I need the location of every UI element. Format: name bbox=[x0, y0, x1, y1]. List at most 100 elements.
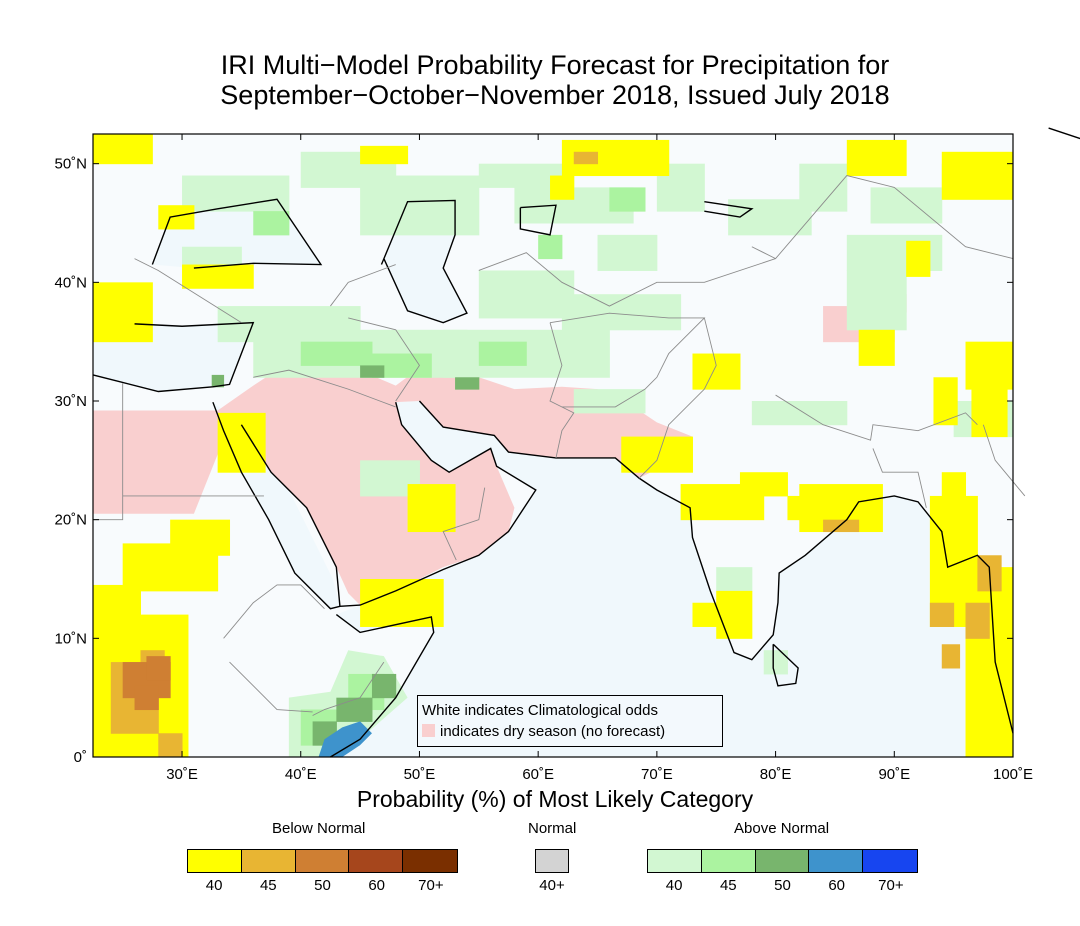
indian-ocean bbox=[330, 401, 1014, 757]
colorbar-swatch bbox=[403, 850, 457, 872]
baikal-coastline bbox=[1048, 127, 1080, 140]
lon-tick-label: 50˚E bbox=[404, 766, 436, 783]
country-border bbox=[229, 661, 313, 713]
above-normal-40-cell bbox=[597, 234, 658, 271]
map-inset-legend: White indicates Climatological odds indi… bbox=[417, 695, 723, 747]
colorbar-tick-label: 70+ bbox=[418, 877, 444, 894]
sri-lanka-coastline bbox=[772, 643, 799, 687]
below-normal-45-cell bbox=[573, 151, 599, 165]
below-normal-40-cell bbox=[971, 365, 1008, 438]
above-normal-45-cell bbox=[478, 341, 527, 366]
below-normal-label: Below Normal bbox=[272, 820, 366, 837]
below-normal-40-cell bbox=[739, 472, 788, 497]
below-normal-40-cell bbox=[407, 484, 456, 533]
colorbar-swatch bbox=[295, 850, 350, 872]
colorbar-swatch bbox=[809, 850, 864, 872]
colorbar-tick-label: 50 bbox=[774, 877, 791, 894]
above-normal-40-cell bbox=[846, 270, 907, 331]
above-normal-40-cell bbox=[799, 163, 848, 212]
lon-tick-label: 90˚E bbox=[878, 766, 910, 783]
above-normal-40-cell bbox=[478, 270, 575, 319]
above-normal-40-cell bbox=[716, 567, 753, 592]
below-normal-40-cell bbox=[941, 472, 967, 509]
aral-sea-coastline bbox=[519, 204, 557, 236]
country-border bbox=[330, 264, 396, 307]
country-border bbox=[223, 584, 325, 639]
colorbar-swatch bbox=[241, 850, 296, 872]
colorbar-tick-label: 40 bbox=[665, 877, 683, 894]
below-normal-40-cell bbox=[858, 329, 895, 366]
below-normal-40-cell bbox=[692, 353, 741, 390]
map-title-line-1: IRI Multi−Model Probability Forecast for… bbox=[220, 50, 890, 80]
below-normal-40-cell bbox=[846, 139, 907, 177]
normal-colorbar bbox=[535, 849, 569, 873]
below-normal-40-cell bbox=[906, 240, 931, 277]
lon-tick-label: 30˚E bbox=[166, 766, 198, 783]
below-normal-40-cell bbox=[158, 205, 195, 230]
above-normal-50-cell bbox=[360, 365, 385, 378]
colorbar-swatch bbox=[863, 850, 917, 872]
above-normal-50-cell bbox=[336, 697, 373, 722]
colorbar-swatch bbox=[188, 850, 242, 872]
lon-tick-label: 60˚E bbox=[522, 766, 554, 783]
colorbar-tick-label: 60 bbox=[828, 877, 846, 894]
below-normal-colorbar bbox=[187, 849, 458, 873]
country-border bbox=[478, 252, 776, 307]
south-asia-coastline bbox=[418, 400, 1014, 734]
below-normal-40-cell bbox=[360, 145, 409, 165]
below-normal-40-cell bbox=[787, 495, 812, 521]
country-border bbox=[751, 175, 1014, 260]
somalia-coastline bbox=[330, 614, 435, 758]
colorbar-tick-label: 60 bbox=[368, 877, 386, 894]
lat-tick-label: 40˚N bbox=[54, 274, 87, 291]
below-normal-40-cell bbox=[182, 264, 254, 289]
lat-tick-label: 10˚N bbox=[54, 630, 87, 647]
lat-tick-label: 30˚N bbox=[54, 393, 87, 410]
map-title-line-2: September−October−November 2018, Issued … bbox=[220, 80, 890, 110]
colorbar-swatch bbox=[755, 850, 810, 872]
below-normal-40-cell bbox=[933, 377, 958, 426]
below-normal-40-cell bbox=[621, 436, 693, 473]
below-normal-40-cell bbox=[93, 282, 153, 343]
lon-tick-label: 70˚E bbox=[641, 766, 673, 783]
lat-tick-label: 0˚ bbox=[74, 749, 87, 766]
above-normal-60-cell bbox=[318, 721, 372, 757]
above-normal-40-cell bbox=[728, 199, 812, 236]
colorbar-tick-label: 40 bbox=[205, 877, 223, 894]
above-normal-40-cell bbox=[751, 401, 848, 426]
below-normal-50-cell bbox=[134, 685, 159, 711]
country-border bbox=[872, 448, 927, 508]
below-normal-40-cell bbox=[550, 175, 575, 200]
above-normal-50-cell bbox=[211, 374, 225, 388]
colorbar-tick-label: 45 bbox=[259, 877, 277, 894]
above-normal-45-cell bbox=[538, 234, 563, 260]
country-border bbox=[549, 312, 706, 408]
country-border bbox=[134, 258, 242, 324]
lon-tick-label: 80˚E bbox=[760, 766, 792, 783]
above-normal-colorbar bbox=[647, 849, 918, 873]
below-normal-45-cell bbox=[158, 733, 183, 758]
below-normal-40-cell bbox=[170, 519, 231, 556]
lat-tick-label: 20˚N bbox=[54, 512, 87, 529]
probability-axis-title: Probability (%) of Most Likely Category bbox=[356, 786, 754, 812]
below-normal-45-cell bbox=[823, 519, 860, 533]
balkhash-coastline bbox=[704, 200, 754, 218]
colorbar-swatch bbox=[648, 850, 702, 872]
above-normal-label: Above Normal bbox=[734, 820, 830, 837]
country-border bbox=[442, 487, 486, 561]
below-normal-40-cell bbox=[989, 685, 1014, 746]
colorbar-tick-label: 40+ bbox=[539, 877, 565, 894]
country-border bbox=[775, 394, 978, 441]
lon-tick-label: 40˚E bbox=[285, 766, 317, 783]
above-normal-45-cell bbox=[253, 211, 290, 236]
lat-tick-label: 50˚N bbox=[54, 156, 87, 173]
lon-tick-label: 100˚E bbox=[993, 766, 1033, 783]
below-normal-40-cell bbox=[941, 151, 1014, 200]
country-border bbox=[93, 383, 124, 521]
colorbar-tick-label: 45 bbox=[719, 877, 737, 894]
below-normal-45-cell bbox=[941, 644, 961, 669]
above-normal-40-cell bbox=[763, 650, 788, 675]
colorbar-tick-label: 50 bbox=[314, 877, 331, 894]
below-normal-45-cell bbox=[929, 602, 955, 627]
